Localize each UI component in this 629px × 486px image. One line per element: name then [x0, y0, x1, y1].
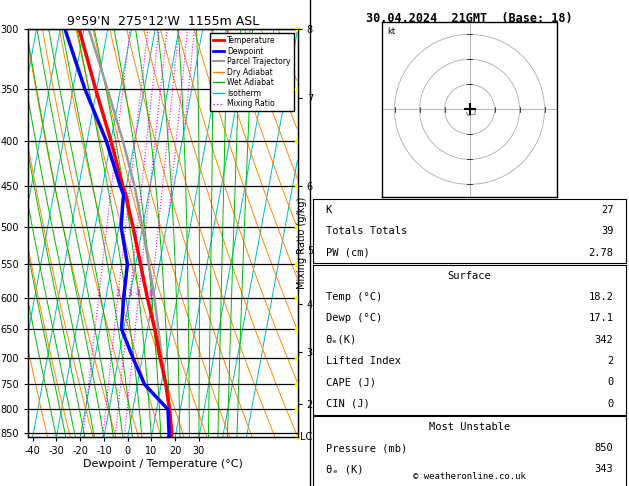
Text: 2.78: 2.78 [588, 248, 613, 258]
Text: PW (cm): PW (cm) [326, 248, 369, 258]
Text: 4: 4 [136, 289, 141, 298]
Text: kt: kt [387, 27, 395, 36]
Text: 343: 343 [594, 465, 613, 474]
Text: 0: 0 [607, 378, 613, 387]
Text: © weatheronline.co.uk: © weatheronline.co.uk [413, 472, 526, 481]
Text: 6: 6 [149, 289, 153, 298]
Text: 17.1: 17.1 [588, 313, 613, 323]
Text: CIN (J): CIN (J) [326, 399, 369, 409]
Text: 3: 3 [128, 289, 132, 298]
Text: 850: 850 [594, 443, 613, 453]
Text: Temp (°C): Temp (°C) [326, 292, 382, 302]
Y-axis label: km
ASL: km ASL [316, 233, 334, 255]
Text: Mixing Ratio (g/kg): Mixing Ratio (g/kg) [297, 197, 307, 289]
Text: 1: 1 [96, 289, 101, 298]
Text: 342: 342 [594, 335, 613, 345]
Text: 18.2: 18.2 [588, 292, 613, 302]
Text: Totals Totals: Totals Totals [326, 226, 407, 236]
Legend: Temperature, Dewpoint, Parcel Trajectory, Dry Adiabat, Wet Adiabat, Isotherm, Mi: Temperature, Dewpoint, Parcel Trajectory… [209, 33, 294, 111]
Text: 27: 27 [601, 205, 613, 215]
Text: 2: 2 [607, 356, 613, 366]
Text: Dewp (°C): Dewp (°C) [326, 313, 382, 323]
Text: LCL: LCL [301, 433, 318, 442]
Text: θₑ (K): θₑ (K) [326, 465, 363, 474]
X-axis label: Dewpoint / Temperature (°C): Dewpoint / Temperature (°C) [83, 459, 243, 469]
Title: 9°59'N  275°12'W  1155m ASL: 9°59'N 275°12'W 1155m ASL [67, 15, 259, 28]
Text: θₑ(K): θₑ(K) [326, 335, 357, 345]
Text: K: K [326, 205, 332, 215]
Text: 0: 0 [607, 399, 613, 409]
Text: Most Unstable: Most Unstable [429, 422, 510, 432]
Text: 30.04.2024  21GMT  (Base: 18): 30.04.2024 21GMT (Base: 18) [366, 12, 573, 25]
Text: 2: 2 [116, 289, 120, 298]
Text: Surface: Surface [448, 271, 491, 280]
Text: Lifted Index: Lifted Index [326, 356, 401, 366]
Text: Pressure (mb): Pressure (mb) [326, 443, 407, 453]
Text: 39: 39 [601, 226, 613, 236]
Text: CAPE (J): CAPE (J) [326, 378, 376, 387]
